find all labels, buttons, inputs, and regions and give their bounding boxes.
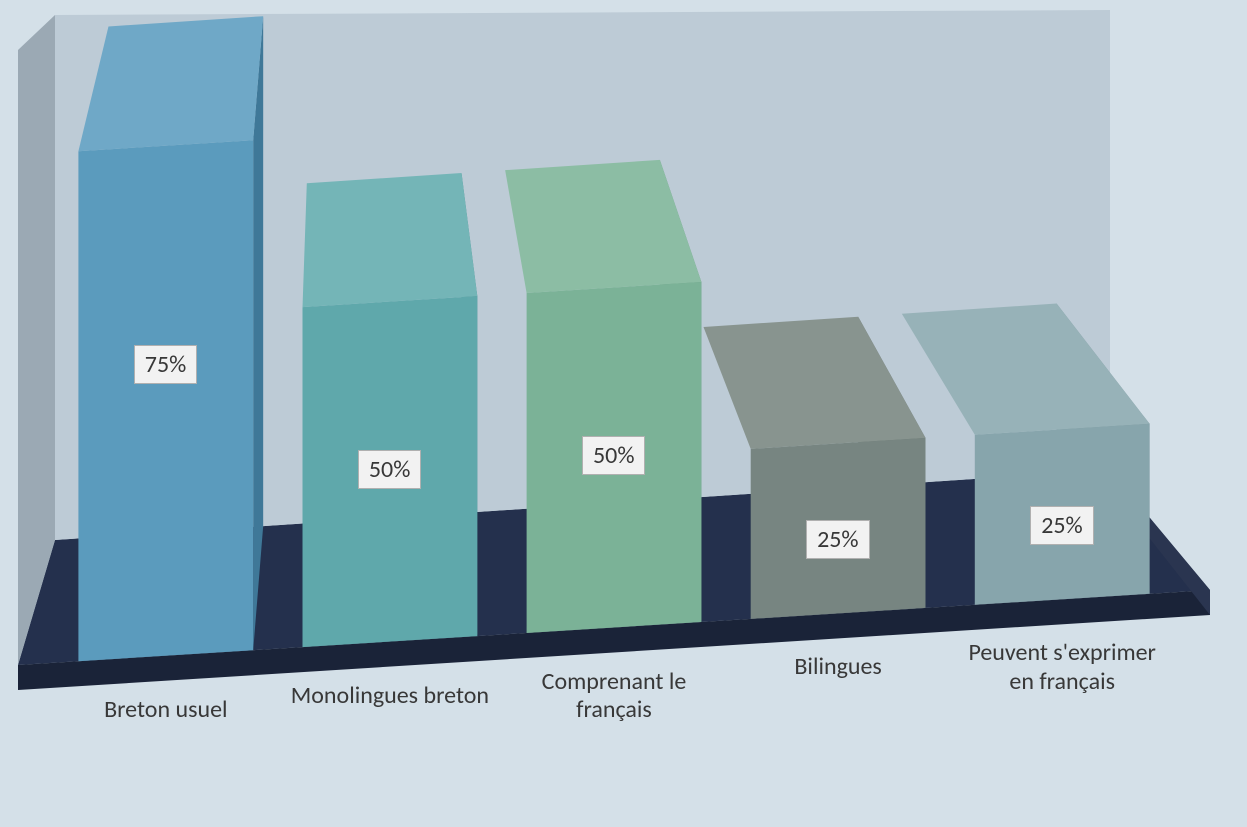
bar-chart-3d: 75% Breton usuel 50% Monolingues breton 50% C… — [0, 0, 1247, 827]
bar-data-label: 25% — [806, 520, 869, 559]
bar-data-label: 50% — [358, 450, 421, 489]
bar-data-label: 75% — [134, 345, 197, 384]
axis-category-label: Peuvent s'exprimer en français — [962, 639, 1162, 697]
axis-category-label: Comprenant le français — [514, 668, 714, 726]
bar-data-label: 25% — [1030, 506, 1093, 545]
bar-data-label: 50% — [582, 436, 645, 475]
axis-category-label: Monolingues breton — [290, 682, 490, 711]
axis-category-label: Breton usuel — [66, 696, 266, 725]
axis-category-label: Bilingues — [738, 653, 938, 682]
